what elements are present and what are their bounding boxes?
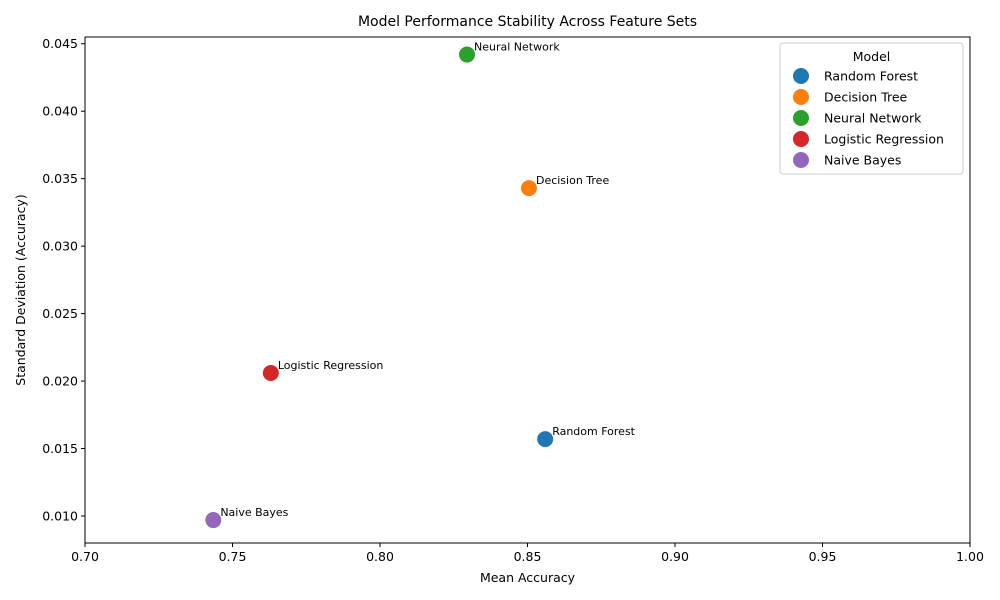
legend-box — [779, 42, 964, 175]
legend-entry-label: Random Forest — [824, 69, 918, 84]
point-label: Neural Network — [474, 41, 560, 54]
x-tick-label: 0.70 — [71, 549, 99, 564]
x-axis-label: Mean Accuracy — [480, 570, 576, 585]
y-tick-label: 0.035 — [42, 171, 78, 186]
legend-marker — [793, 152, 809, 168]
data-point[interactable] — [262, 364, 279, 381]
y-tick-label: 0.040 — [42, 104, 78, 119]
legend-title: Model — [853, 49, 891, 64]
legend-marker — [793, 68, 809, 84]
chart-title: Model Performance Stability Across Featu… — [358, 14, 697, 30]
legend-marker — [793, 110, 809, 126]
x-tick-label: 1.00 — [956, 549, 984, 564]
y-tick-label: 0.015 — [42, 441, 78, 456]
x-tick-label: 0.85 — [514, 549, 542, 564]
plot-area: 0.70 0.75 0.80 0.85 0.90 0.95 1.00 0.010 0.015 0.… — [42, 36, 984, 564]
legend-entry-label: Naive Bayes — [824, 153, 901, 168]
legend-marker — [793, 89, 809, 105]
y-tick-label: 0.045 — [42, 36, 78, 51]
legend-entry-label: Neural Network — [824, 111, 922, 126]
data-point[interactable] — [205, 512, 222, 529]
y-tick-label: 0.020 — [42, 374, 78, 389]
point-label: Random Forest — [552, 425, 635, 438]
x-tick-label: 0.75 — [219, 549, 247, 564]
legend-entry-label: Decision Tree — [824, 90, 908, 105]
point-label: Decision Tree — [536, 174, 609, 187]
x-tick-label: 0.80 — [366, 549, 394, 564]
point-label: Logistic Regression — [278, 359, 384, 372]
data-point[interactable] — [537, 431, 554, 448]
legend: Model Random Forest Decision Tree Neural Ne… — [779, 42, 964, 175]
y-tick-label: 0.025 — [42, 306, 78, 321]
legend-marker — [793, 131, 809, 147]
y-axis-label: Standard Deviation (Accuracy) — [13, 194, 28, 385]
data-point[interactable] — [459, 46, 476, 63]
x-tick-label: 0.90 — [661, 549, 689, 564]
y-tick-label: 0.030 — [42, 239, 78, 254]
point-label: Naive Bayes — [220, 506, 288, 519]
x-tick-label: 0.95 — [809, 549, 837, 564]
data-point[interactable] — [520, 180, 537, 197]
y-tick-label: 0.010 — [42, 509, 78, 524]
legend-entry-label: Logistic Regression — [824, 132, 944, 147]
